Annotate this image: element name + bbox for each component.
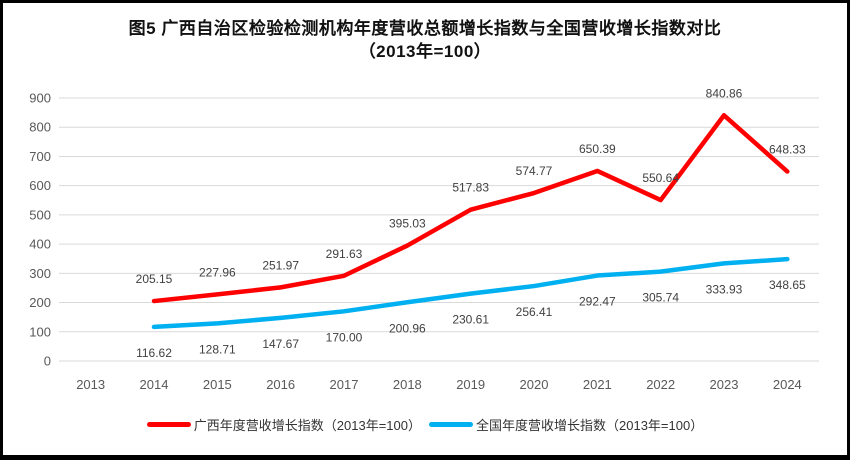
y-axis-tick-label: 900	[29, 91, 51, 106]
y-axis-tick-label: 800	[29, 120, 51, 135]
data-label: 200.96	[389, 321, 426, 335]
chart-legend: 广西年度营收增长指数（2013年=100） 全国年度营收增长指数（2013年=1…	[3, 411, 847, 437]
x-axis-tick-label: 2014	[140, 377, 169, 392]
x-axis-tick-label: 2017	[330, 377, 359, 392]
y-axis-tick-label: 300	[29, 266, 51, 281]
data-label: 291.63	[326, 247, 363, 261]
x-axis-tick-label: 2023	[710, 377, 739, 392]
legend-line-marker-red	[146, 421, 191, 427]
legend-item-national: 全国年度营收增长指数（2013年=100）	[429, 415, 703, 434]
data-label: 116.62	[136, 346, 172, 360]
data-label: 256.41	[516, 305, 553, 319]
data-label: 305.74	[642, 291, 679, 305]
legend-item-guangxi: 广西年度营收增长指数（2013年=100）	[146, 415, 421, 434]
data-label: 348.65	[769, 278, 806, 292]
series-line-guangxi	[151, 113, 790, 304]
y-axis-tick-label: 0	[44, 354, 51, 369]
line-chart-plot-area: 0 100 200 300 400 500 600 700 800 900 2013 2014 2015…	[29, 86, 819, 392]
legend-line-marker-blue	[429, 421, 473, 427]
data-label: 395.03	[389, 217, 426, 231]
data-label: 648.33	[769, 143, 806, 157]
data-label: 251.97	[262, 258, 299, 272]
data-label: 292.47	[579, 295, 616, 309]
data-label: 550.64	[642, 171, 679, 185]
x-axis-tick-label: 2016	[266, 377, 295, 392]
data-label: 227.96	[199, 265, 236, 279]
chart-title: 图5 广西自治区检验检测机构年度营收总额增长指数与全国营收增长指数对比（2013…	[128, 19, 722, 61]
data-label: 128.71	[199, 342, 236, 356]
data-label: 333.93	[706, 282, 743, 296]
x-axis-tick-label: 2019	[456, 377, 485, 392]
legend-label-national: 全国年度营收增长指数（2013年=100）	[476, 417, 704, 433]
data-label: 205.15	[136, 272, 173, 286]
y-axis-tick-label: 500	[29, 207, 51, 222]
x-axis-tick-label: 2024	[773, 377, 802, 392]
y-axis-tick-label: 600	[29, 178, 51, 193]
data-label: 230.61	[452, 313, 489, 327]
x-axis-tick-label: 2015	[203, 377, 232, 392]
x-axis-tick-label: 2021	[583, 377, 612, 392]
data-label: 147.67	[262, 337, 299, 351]
series-line-national	[151, 256, 790, 330]
legend-label-guangxi: 广西年度营收增长指数（2013年=100）	[193, 417, 421, 433]
data-label: 517.83	[452, 181, 489, 195]
y-axis-tick-label: 400	[29, 237, 51, 252]
data-label: 650.39	[579, 142, 616, 156]
x-axis-tick-label: 2022	[646, 377, 675, 392]
data-label: 170.00	[326, 330, 363, 344]
y-axis-tick-label: 100	[29, 324, 51, 339]
data-label: 840.86	[706, 86, 743, 100]
y-axis-tick-label: 700	[29, 149, 51, 164]
data-label: 574.77	[516, 164, 553, 178]
x-axis-tick-label: 2018	[393, 377, 422, 392]
y-axis-tick-label: 200	[29, 295, 51, 310]
x-axis-tick-label: 2013	[76, 377, 105, 392]
x-axis-tick-label: 2020	[520, 377, 549, 392]
